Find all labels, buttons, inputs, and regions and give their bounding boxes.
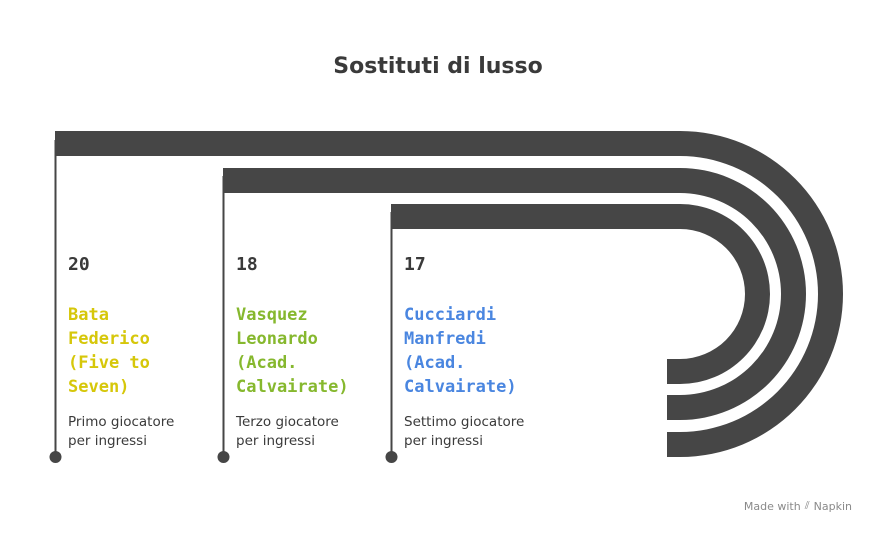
stem-dot-2 [217, 451, 230, 463]
item-column-2: 18 Vasquez Leonardo (Acad. Calvairate) T… [236, 254, 396, 451]
item-column-3: 17 Cucciardi Manfredi (Acad. Calvairate)… [404, 254, 564, 451]
item-name: Cucciardi Manfredi (Acad. Calvairate) [404, 305, 517, 397]
track-outer [55, 131, 843, 457]
track-middle [223, 168, 806, 420]
item-name: Bata Federico (Five to Seven) [68, 305, 150, 397]
stem-dot-3 [385, 451, 398, 463]
item-number: 18 [236, 254, 258, 275]
track-inner [391, 204, 770, 384]
item-description: Primo giocatore per ingressi [68, 414, 175, 449]
diagram-title: Sostituti di lusso [333, 54, 543, 79]
footer-text: Made with [743, 499, 801, 513]
item-name: Vasquez Leonardo (Acad. Calvairate) [236, 305, 349, 397]
made-with-footer[interactable]: Made with ⫽ Napkin [744, 499, 852, 513]
item-description: Settimo giocatore per ingressi [404, 414, 525, 449]
item-number: 17 [404, 254, 426, 275]
item-column-1: 20 Bata Federico (Five to Seven) Primo g… [68, 254, 228, 451]
stem-dot-1 [49, 451, 62, 463]
item-description: Terzo giocatore per ingressi [236, 414, 339, 449]
item-number: 20 [68, 254, 90, 275]
footer-brand: Napkin [813, 499, 852, 513]
napkin-logo-icon: ⫽ [804, 499, 810, 512]
